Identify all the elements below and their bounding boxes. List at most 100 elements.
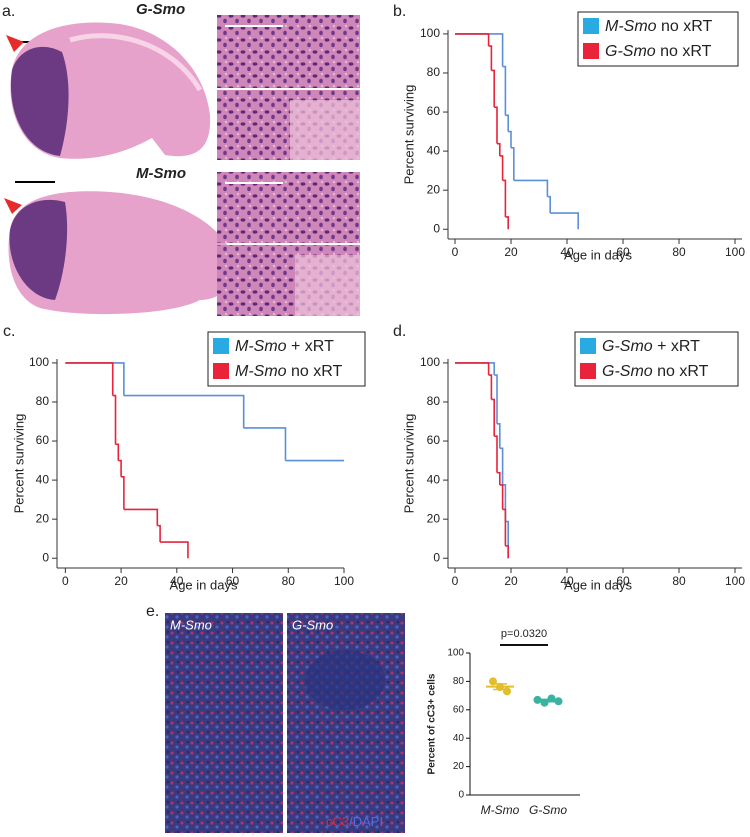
stain-label: cC3/DAPI <box>326 814 383 829</box>
stain-cc3: cC3 <box>326 814 349 829</box>
survival-step <box>494 435 498 473</box>
legend-label: G-Smo no xRT <box>602 363 709 380</box>
histology-label: M-Smo <box>136 165 186 182</box>
survival-step <box>547 195 551 214</box>
y-tick-label: 20 <box>36 511 50 525</box>
survival-step <box>508 130 512 148</box>
legend-label: M-Smo + xRT <box>235 338 334 355</box>
legend-swatch <box>583 43 599 59</box>
legend-box <box>577 11 739 67</box>
y-tick-label: 0 <box>433 550 440 564</box>
panel-label: b. <box>393 3 406 20</box>
survival-step <box>123 394 245 428</box>
x-tick-label: 100 <box>725 245 745 259</box>
survival-step <box>491 398 495 437</box>
survival-step <box>502 179 507 217</box>
x-axis-label: Age in days <box>564 577 632 592</box>
survival-step <box>65 362 114 396</box>
survival-step <box>488 45 493 71</box>
x-axis-label: Age in days <box>170 577 238 592</box>
y-tick-label: 80 <box>453 676 465 687</box>
x-tick-label: 40 <box>170 574 184 588</box>
survival-step <box>157 524 161 543</box>
y-tick-label: 0 <box>458 790 464 801</box>
x-tick-label: 60 <box>616 574 630 588</box>
x-tick-label: 20 <box>114 574 128 588</box>
histology-label: G-Smo <box>136 1 185 18</box>
y-tick-label: 80 <box>427 65 441 79</box>
survival-step <box>550 212 579 230</box>
x-tick-label: 20 <box>504 245 518 259</box>
y-tick-label: 60 <box>36 433 50 447</box>
arrow <box>4 198 22 214</box>
y-tick-label: 60 <box>427 433 441 447</box>
survival-step <box>505 114 509 132</box>
legend-label: G-Smo + xRT <box>602 338 700 355</box>
x-tick-label: 60 <box>226 574 240 588</box>
survival-step <box>494 374 498 424</box>
y-tick-label: 100 <box>420 26 440 40</box>
micrograph-region <box>295 255 360 316</box>
y-tick-label: 80 <box>427 394 441 408</box>
y-tick-label: 60 <box>427 104 441 118</box>
panel-label: c. <box>3 323 15 340</box>
legend-box <box>574 331 739 387</box>
y-tick-label: 40 <box>427 143 441 157</box>
y-tick-label: 40 <box>453 733 465 744</box>
survival-step <box>65 362 125 396</box>
survival-step <box>494 106 498 144</box>
legend-swatch <box>213 363 229 379</box>
tumor-region <box>9 199 68 300</box>
legend-swatch <box>213 338 229 354</box>
survival-step <box>513 179 549 197</box>
y-tick-label: 20 <box>427 511 441 525</box>
legend-swatch <box>580 363 596 379</box>
p-value: p=0.0320 <box>501 628 547 640</box>
survival-step <box>118 459 122 477</box>
legend-swatch <box>583 18 599 34</box>
survival-step <box>511 146 515 181</box>
arrow <box>6 35 24 52</box>
x-tick-label: 80 <box>672 574 686 588</box>
survival-step <box>160 541 189 559</box>
y-tick-label: 20 <box>453 761 465 772</box>
x-tick-label: 0 <box>452 574 459 588</box>
survival-step <box>499 447 504 485</box>
survival-step <box>499 155 504 181</box>
survival-step <box>121 475 125 510</box>
legend-label: M-Smo no xRT <box>235 363 343 380</box>
brain-detail <box>69 33 203 92</box>
x-tick-label: 20 <box>504 574 518 588</box>
micrograph-region <box>290 100 360 160</box>
y-tick-label: 100 <box>29 355 49 369</box>
image-region <box>305 650 385 710</box>
y-tick-label: 60 <box>453 704 465 715</box>
image-label: G-Smo <box>292 617 333 632</box>
survival-step <box>488 374 493 400</box>
y-tick-label: 80 <box>36 394 50 408</box>
x-tick-label: 0 <box>62 574 69 588</box>
y-tick-label: 100 <box>420 355 440 369</box>
y-tick-label: 20 <box>427 182 441 196</box>
survival-step <box>115 443 120 461</box>
x-tick-label: 40 <box>560 245 574 259</box>
y-tick-label: 0 <box>433 221 440 235</box>
x-axis-label: Age in days <box>564 247 632 262</box>
x-tick-label: M-Smo <box>481 803 520 817</box>
survival-step <box>112 394 117 445</box>
panel-label: d. <box>393 323 406 340</box>
survival-step <box>243 427 287 461</box>
legend-label: G-Smo no xRT <box>605 43 712 60</box>
x-tick-label: 60 <box>616 245 630 259</box>
fluorescence-image <box>165 613 283 833</box>
x-tick-label: G-Smo <box>529 803 567 817</box>
y-axis-label: Percent surviving <box>11 414 26 514</box>
survival-step <box>455 33 490 47</box>
y-tick-label: 40 <box>427 472 441 486</box>
survival-step <box>499 484 504 510</box>
y-tick-label: 40 <box>36 472 50 486</box>
legend-box <box>207 331 366 387</box>
panel-label: e. <box>146 603 159 620</box>
